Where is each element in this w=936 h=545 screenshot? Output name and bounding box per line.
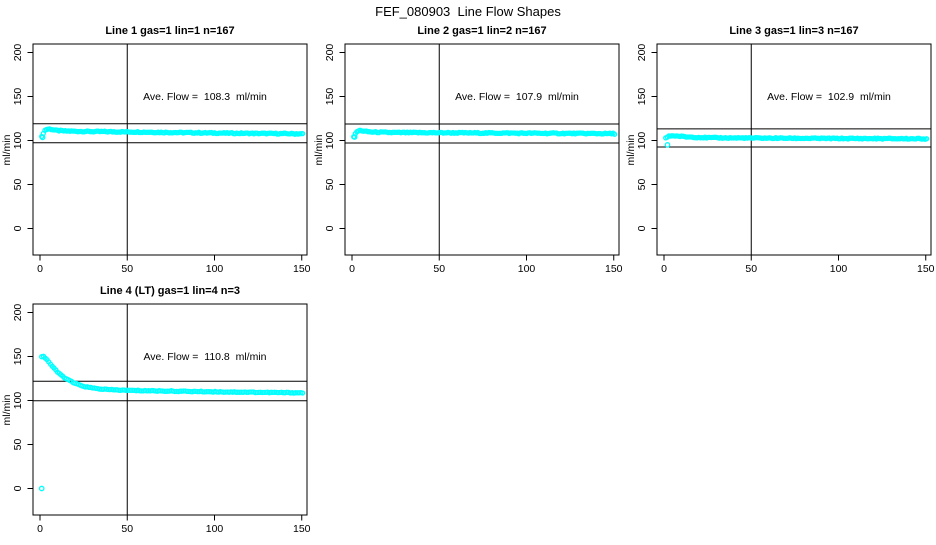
outlier-point: [351, 134, 358, 140]
y-tick-label: 0: [324, 225, 336, 231]
y-tick-label: 100: [12, 132, 24, 150]
y-tick-label: 200: [324, 44, 336, 62]
x-tick-label: 150: [293, 523, 311, 535]
ave-flow-annotation: Ave. Flow = 108.3 ml/min: [143, 91, 267, 103]
outlier-point: [664, 142, 671, 148]
y-tick-label: 50: [12, 439, 24, 451]
x-tick-label: 50: [433, 263, 445, 275]
x-tick-label: 100: [206, 263, 224, 275]
y-tick-label: 200: [636, 44, 648, 62]
y-tick-label: 150: [12, 348, 24, 366]
x-tick-label: 100: [830, 263, 848, 275]
x-tick-label: 0: [37, 263, 43, 275]
y-axis-label: ml/min: [625, 134, 637, 165]
main-title: FEF_080903 Line Flow Shapes: [375, 4, 561, 19]
panel-title: Line 4 (LT) gas=1 lin=4 n=3: [100, 285, 240, 297]
y-tick-label: 200: [12, 44, 24, 62]
y-tick-label: 100: [636, 132, 648, 150]
x-tick-label: 50: [121, 523, 133, 535]
panel-line-4: Line 4 (LT) gas=1 lin=4 n=3 Ave. Flow = …: [1, 285, 311, 535]
y-tick-label: 50: [12, 179, 24, 191]
ave-flow-annotation: Ave. Flow = 102.9 ml/min: [767, 91, 891, 103]
x-tick-label: 0: [37, 523, 43, 535]
y-tick-label: 200: [12, 304, 24, 322]
y-tick-label: 150: [636, 88, 648, 106]
y-axis-label: ml/min: [1, 134, 13, 165]
y-tick-label: 100: [12, 392, 24, 410]
data-point: [299, 390, 306, 396]
y-tick-label: 50: [636, 179, 648, 191]
outlier-point: [39, 134, 46, 141]
x-tick-label: 150: [293, 263, 311, 275]
x-tick-label: 150: [917, 263, 935, 275]
y-tick-label: 0: [636, 225, 648, 231]
y-tick-label: 100: [324, 132, 336, 150]
plot-box: [656, 43, 932, 256]
plot-box: [344, 43, 620, 256]
y-tick-label: 50: [324, 179, 336, 191]
data-point: [923, 136, 930, 142]
ave-flow-annotation: Ave. Flow = 110.8 ml/min: [143, 351, 266, 363]
panel-line-3: Line 3 gas=1 lin=3 n=167 Ave. Flow = 102…: [625, 25, 935, 275]
x-tick-label: 150: [605, 263, 623, 275]
panel-line-1: Line 1 gas=1 lin=1 n=167 Ave. Flow = 108…: [1, 25, 311, 275]
y-tick-label: 0: [12, 225, 24, 231]
ave-flow-annotation: Ave. Flow = 107.9 ml/min: [455, 91, 579, 103]
y-tick-label: 0: [12, 485, 24, 491]
x-tick-label: 50: [121, 263, 133, 275]
y-tick-label: 150: [12, 88, 24, 106]
plot-box: [32, 43, 308, 256]
panel-line-2: Line 2 gas=1 lin=2 n=167 Ave. Flow = 107…: [313, 25, 623, 275]
y-tick-label: 150: [324, 88, 336, 106]
panel-title: Line 2 gas=1 lin=2 n=167: [417, 25, 546, 37]
x-tick-label: 0: [661, 263, 667, 275]
panel-title: Line 3 gas=1 lin=3 n=167: [729, 25, 858, 37]
data-point: [611, 131, 618, 137]
x-tick-label: 50: [745, 263, 757, 275]
plot-box: [32, 303, 308, 516]
y-axis-label: ml/min: [1, 394, 13, 425]
outlier-point: [38, 485, 45, 492]
y-axis-label: ml/min: [313, 134, 325, 165]
panel-title: Line 1 gas=1 lin=1 n=167: [105, 25, 234, 37]
x-tick-label: 100: [518, 263, 536, 275]
data-point: [299, 130, 306, 137]
x-tick-label: 0: [349, 263, 355, 275]
x-tick-label: 100: [206, 523, 224, 535]
